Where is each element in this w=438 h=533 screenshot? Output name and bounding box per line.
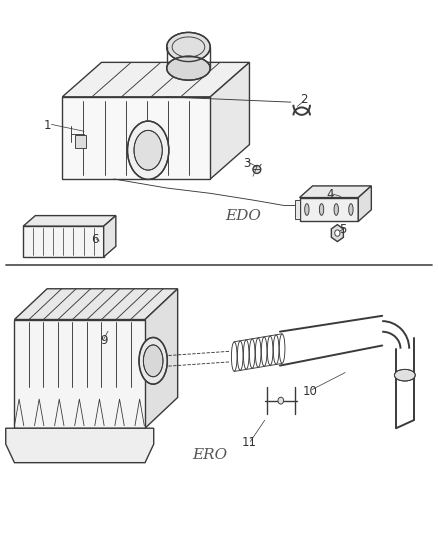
Ellipse shape — [253, 165, 261, 173]
Polygon shape — [210, 62, 250, 179]
Text: 1: 1 — [43, 119, 51, 133]
Ellipse shape — [134, 131, 162, 170]
Text: 5: 5 — [339, 223, 347, 236]
Ellipse shape — [334, 204, 339, 215]
Ellipse shape — [167, 56, 210, 80]
Text: EDO: EDO — [225, 209, 261, 223]
Polygon shape — [295, 200, 300, 219]
Ellipse shape — [167, 33, 210, 62]
Ellipse shape — [319, 204, 324, 215]
Text: 6: 6 — [91, 233, 99, 246]
Text: ERO: ERO — [193, 448, 228, 462]
Polygon shape — [145, 289, 178, 428]
Text: 11: 11 — [242, 436, 257, 449]
Ellipse shape — [127, 121, 169, 180]
Ellipse shape — [278, 397, 284, 404]
Polygon shape — [300, 186, 371, 198]
Polygon shape — [23, 216, 116, 226]
Ellipse shape — [335, 230, 340, 236]
Polygon shape — [300, 198, 358, 221]
Polygon shape — [62, 62, 250, 97]
Ellipse shape — [139, 337, 167, 384]
Text: 3: 3 — [244, 157, 251, 169]
Ellipse shape — [394, 369, 415, 381]
Ellipse shape — [143, 345, 163, 377]
Polygon shape — [23, 226, 104, 257]
Polygon shape — [104, 216, 116, 257]
Text: 9: 9 — [100, 334, 107, 347]
Text: 10: 10 — [303, 385, 318, 398]
Polygon shape — [14, 289, 178, 319]
Ellipse shape — [305, 204, 309, 215]
Ellipse shape — [349, 204, 353, 215]
Polygon shape — [62, 97, 210, 179]
Polygon shape — [6, 428, 154, 463]
Text: 2: 2 — [300, 93, 307, 106]
Polygon shape — [358, 186, 371, 221]
Text: 4: 4 — [326, 189, 334, 201]
Polygon shape — [75, 134, 86, 148]
Polygon shape — [14, 319, 145, 428]
